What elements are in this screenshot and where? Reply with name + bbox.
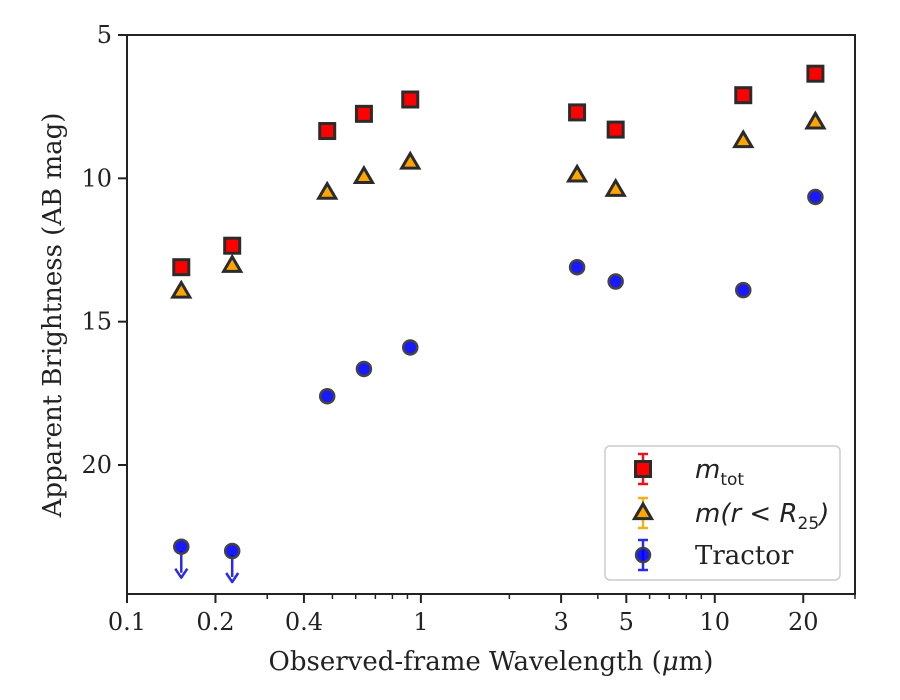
mtot-point [806,64,825,83]
series-mr25 [170,110,827,299]
legend-marker-tractor [634,546,652,564]
tractor-upper-limit-head [225,572,240,584]
y-tick-label: 20 [81,451,112,479]
mtot-point [568,103,587,122]
mtot-point [606,120,625,139]
x-tick-label: 0.4 [285,608,323,636]
plot-frame [126,34,856,595]
mr25-point [399,150,422,170]
x-axis: 0.1 0.2 0.4 1 3 5 10 20 [108,594,856,636]
mtot-point [734,86,753,105]
mr25-point [316,180,339,200]
x-title-part: m) [679,647,714,677]
legend-label-sub: tot [720,470,744,490]
legend-box [604,445,841,581]
mr25-point [352,164,376,184]
mtot-point [401,90,420,109]
legend-label-sub: 25 [798,514,820,534]
mtot-point [223,236,242,255]
mr25-point [804,110,827,130]
x-tick-label: 10 [700,608,731,636]
mr25-point [221,253,244,273]
data-marks [170,64,827,584]
mr25-point [732,129,755,149]
x-tick-label: 20 [788,608,819,636]
legend-marker-mr25 [631,501,655,521]
series-tractor [173,188,824,584]
y-tick-label: 5 [97,21,112,49]
series-mtot [172,64,825,277]
x-tick-label: 3 [553,608,568,636]
x-tick-label: 1 [413,608,428,636]
y-tick-label: 10 [81,164,112,192]
legend-label-mtot: mtot [695,455,744,490]
x-title-part: Observed-frame Wavelength ( [269,647,662,677]
mtot-point [354,104,373,123]
mtot-point [172,258,191,277]
x-title-mu: μ [662,647,679,677]
mtot-point [318,122,337,141]
y-tick-label: 15 [81,308,112,336]
x-tick-label: 0.1 [108,608,146,636]
y-axis: 5 10 15 20 [81,21,127,479]
legend-label-main: m [695,455,720,485]
x-tick-label: 0.2 [196,608,234,636]
y-axis-title: Apparent Brightness (AB mag) [38,113,68,519]
legend-label-mr25: m(r < R25) [695,499,829,534]
mr25-point [170,279,193,299]
x-axis-title: Observed-frame Wavelength (μm) [269,647,714,677]
mr25-point [604,177,627,197]
legend-marker-mtot [634,460,652,478]
plot-border [126,34,856,595]
legend-label-tractor: Tractor [695,541,794,571]
legend-label-tail: ) [817,499,829,529]
mr25-point [565,163,589,183]
legend-label-main: m(r < R [695,499,798,529]
x-tick-label: 5 [619,608,634,636]
legend: mtot m(r < R25) Tractor [604,445,841,581]
tractor-upper-limit-head [174,568,189,579]
